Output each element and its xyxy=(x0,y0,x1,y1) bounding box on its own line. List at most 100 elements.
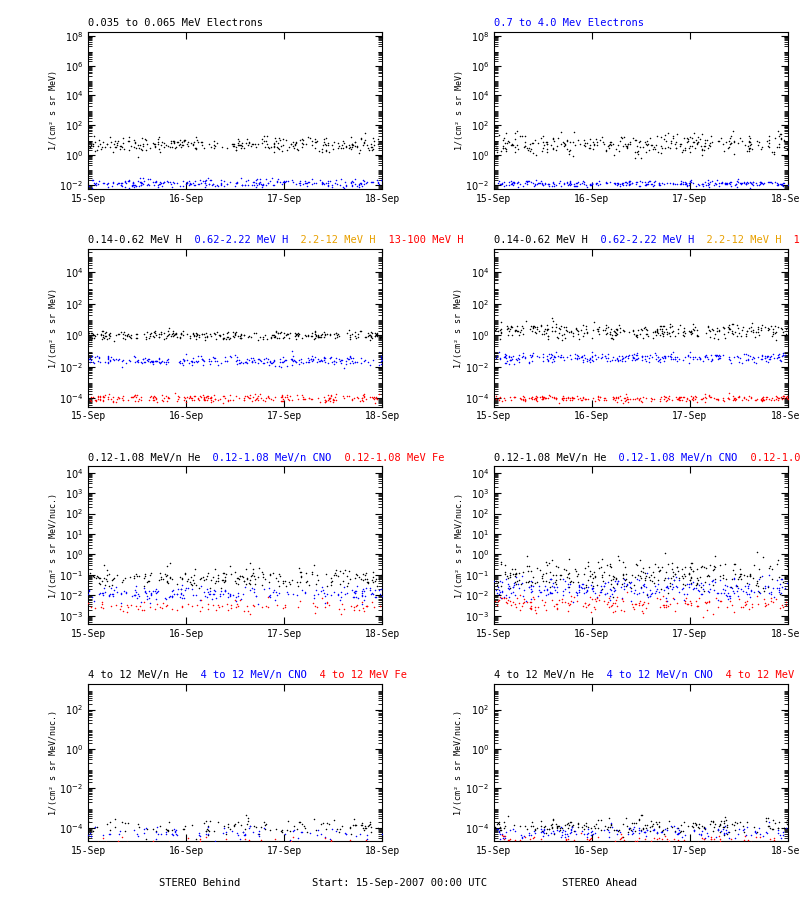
Point xyxy=(603,139,616,153)
Point xyxy=(275,390,288,404)
Point xyxy=(201,329,214,344)
Point xyxy=(614,392,627,407)
Point xyxy=(716,176,729,191)
Point xyxy=(675,144,688,158)
Point xyxy=(216,389,229,403)
Point xyxy=(639,580,652,594)
Point xyxy=(186,176,199,190)
Point xyxy=(281,327,294,341)
Point xyxy=(713,350,726,365)
Point xyxy=(123,329,136,344)
Point xyxy=(648,346,661,360)
Point xyxy=(192,134,205,148)
Point xyxy=(647,831,660,845)
Point xyxy=(211,178,224,193)
Point xyxy=(576,599,589,614)
Point xyxy=(355,131,368,146)
Point xyxy=(519,349,532,364)
Point xyxy=(177,178,190,193)
Point xyxy=(698,139,711,153)
Point xyxy=(132,174,145,188)
Point xyxy=(767,145,780,159)
Point xyxy=(637,561,650,575)
Point xyxy=(598,823,611,837)
Point xyxy=(763,819,776,833)
Point xyxy=(744,176,757,190)
Point xyxy=(89,135,102,149)
Point xyxy=(341,579,354,593)
Point xyxy=(95,141,108,156)
Point xyxy=(548,580,561,594)
Point xyxy=(758,320,771,334)
Point xyxy=(554,125,567,140)
Point xyxy=(160,570,173,584)
Point xyxy=(238,393,250,408)
Point xyxy=(626,600,639,615)
Point xyxy=(537,574,550,589)
Point xyxy=(704,324,717,338)
Point xyxy=(616,571,629,585)
Point xyxy=(503,593,516,608)
Point xyxy=(781,559,794,573)
Point xyxy=(549,574,562,589)
Point xyxy=(561,324,574,338)
Point xyxy=(580,325,593,339)
Point xyxy=(714,824,726,839)
Point xyxy=(594,585,606,599)
Point xyxy=(774,321,787,336)
Point xyxy=(534,832,547,846)
Point xyxy=(368,328,381,343)
Point xyxy=(656,832,669,846)
Point xyxy=(531,176,544,191)
Point xyxy=(163,140,176,154)
Point xyxy=(733,822,746,836)
Point xyxy=(157,393,170,408)
Point xyxy=(654,393,666,408)
Point xyxy=(621,140,634,154)
Point xyxy=(568,178,581,193)
Point xyxy=(350,140,363,154)
Point xyxy=(228,329,241,344)
Point xyxy=(320,176,333,190)
Point xyxy=(202,177,215,192)
Point xyxy=(728,147,741,161)
Point xyxy=(508,357,521,372)
Point xyxy=(329,331,342,346)
Point xyxy=(503,175,516,189)
Point xyxy=(572,816,585,831)
Point xyxy=(631,143,644,157)
Point xyxy=(738,568,750,582)
Point xyxy=(718,826,731,841)
Point xyxy=(742,587,755,601)
Point xyxy=(563,565,576,580)
Point xyxy=(154,826,167,841)
Point xyxy=(684,576,697,590)
Point xyxy=(762,140,774,154)
Point xyxy=(725,580,738,594)
Point xyxy=(220,832,233,846)
Point xyxy=(684,323,697,338)
Point xyxy=(741,820,754,834)
Point xyxy=(251,393,264,408)
Point xyxy=(134,595,147,609)
Point xyxy=(354,143,366,157)
Point xyxy=(104,326,117,340)
Point xyxy=(658,319,670,333)
Point xyxy=(494,176,506,191)
Point xyxy=(168,822,181,836)
Point xyxy=(214,328,226,342)
Point xyxy=(773,582,786,597)
Point xyxy=(145,389,158,403)
Point xyxy=(688,392,701,406)
Point xyxy=(504,568,517,582)
Point xyxy=(134,170,146,184)
Point xyxy=(679,143,692,157)
Point xyxy=(531,349,544,364)
Point xyxy=(690,562,703,577)
Point xyxy=(576,349,589,364)
Point xyxy=(685,571,698,585)
Point xyxy=(766,346,779,361)
Point xyxy=(598,587,611,601)
Point xyxy=(254,391,267,405)
Point xyxy=(616,554,629,569)
